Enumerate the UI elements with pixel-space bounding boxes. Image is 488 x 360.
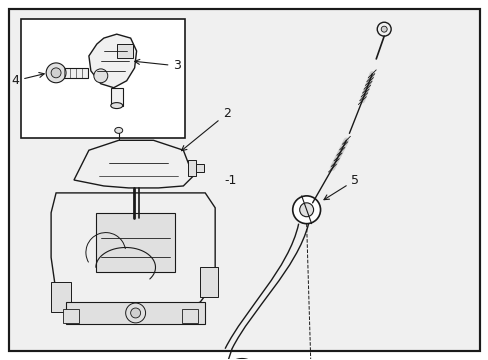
Polygon shape xyxy=(89,34,136,88)
Bar xyxy=(96,213,175,272)
Circle shape xyxy=(130,308,141,318)
Circle shape xyxy=(51,68,61,78)
Polygon shape xyxy=(51,193,215,312)
Circle shape xyxy=(94,69,107,83)
Circle shape xyxy=(125,303,145,323)
Circle shape xyxy=(299,203,313,217)
Ellipse shape xyxy=(111,103,122,109)
Circle shape xyxy=(292,196,320,224)
Polygon shape xyxy=(74,140,193,188)
Text: 3: 3 xyxy=(134,59,181,72)
Bar xyxy=(182,309,198,323)
Ellipse shape xyxy=(115,127,122,133)
Circle shape xyxy=(376,22,390,36)
Text: 5: 5 xyxy=(324,174,359,200)
Bar xyxy=(21,19,185,138)
Text: 4: 4 xyxy=(11,72,44,87)
Bar xyxy=(196,164,204,172)
Text: -1: -1 xyxy=(224,174,236,186)
Bar xyxy=(111,88,122,105)
Bar xyxy=(117,44,132,58)
Bar xyxy=(56,68,88,78)
Text: 2: 2 xyxy=(181,107,230,151)
Circle shape xyxy=(46,63,66,83)
Circle shape xyxy=(381,26,386,32)
Bar xyxy=(200,267,218,297)
Bar xyxy=(66,302,205,324)
Bar xyxy=(51,282,71,312)
Bar xyxy=(188,160,196,176)
Bar xyxy=(63,309,79,323)
